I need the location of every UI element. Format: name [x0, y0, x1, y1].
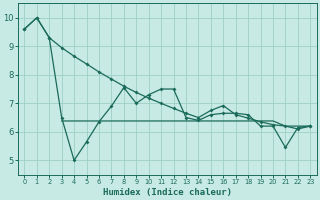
X-axis label: Humidex (Indice chaleur): Humidex (Indice chaleur) — [103, 188, 232, 197]
